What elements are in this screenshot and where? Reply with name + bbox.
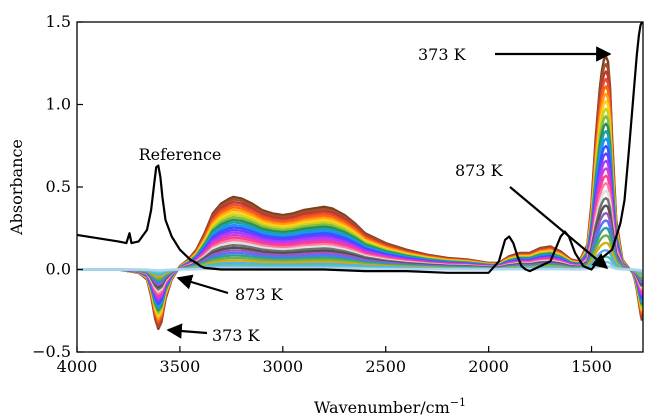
temperature-spectra (77, 55, 644, 331)
annotation-label: 873 K (455, 161, 504, 180)
x-tick-label: 2500 (365, 357, 406, 376)
annotation-arrow (176, 274, 229, 295)
annotation-label: 373 K (212, 326, 261, 345)
annotation-arrow (509, 186, 609, 269)
y-tick-label: 0.5 (46, 177, 71, 196)
x-tick-label: 4000 (57, 357, 98, 376)
reference-spectrum (76, 21, 644, 274)
annotation-label: 873 K (235, 285, 284, 304)
x-tick-label: 3000 (262, 357, 303, 376)
y-axis-label: Absorbance (7, 139, 26, 236)
x-tick-label: 2000 (468, 357, 509, 376)
y-tick-label: 0.0 (46, 260, 71, 279)
x-tick-label: 3500 (160, 357, 201, 376)
spectrum-line (77, 265, 643, 272)
x-axis-label: Wavenumber/cm−1 (314, 396, 466, 417)
axis-ticks: 4000 3500 3000 2500 2000 1500 −0.5 0.0 0.5 1.0 1.5 (32, 12, 612, 376)
y-tick-label: −0.5 (32, 342, 71, 361)
x-axis-label-text: Wavenumber/cm (314, 398, 450, 417)
annotations: Reference 373 K 873 K 873 K 373 K (139, 45, 612, 345)
reference-line (76, 21, 644, 274)
x-axis-label-superscript: −1 (450, 396, 466, 409)
annotation-arrow (166, 323, 208, 339)
y-tick-label: 1.0 (46, 95, 71, 114)
y-tick-label: 1.5 (46, 12, 71, 31)
annotation-label: Reference (139, 145, 222, 164)
annotation-label: 373 K (418, 45, 467, 64)
x-tick-label: 1500 (571, 357, 612, 376)
